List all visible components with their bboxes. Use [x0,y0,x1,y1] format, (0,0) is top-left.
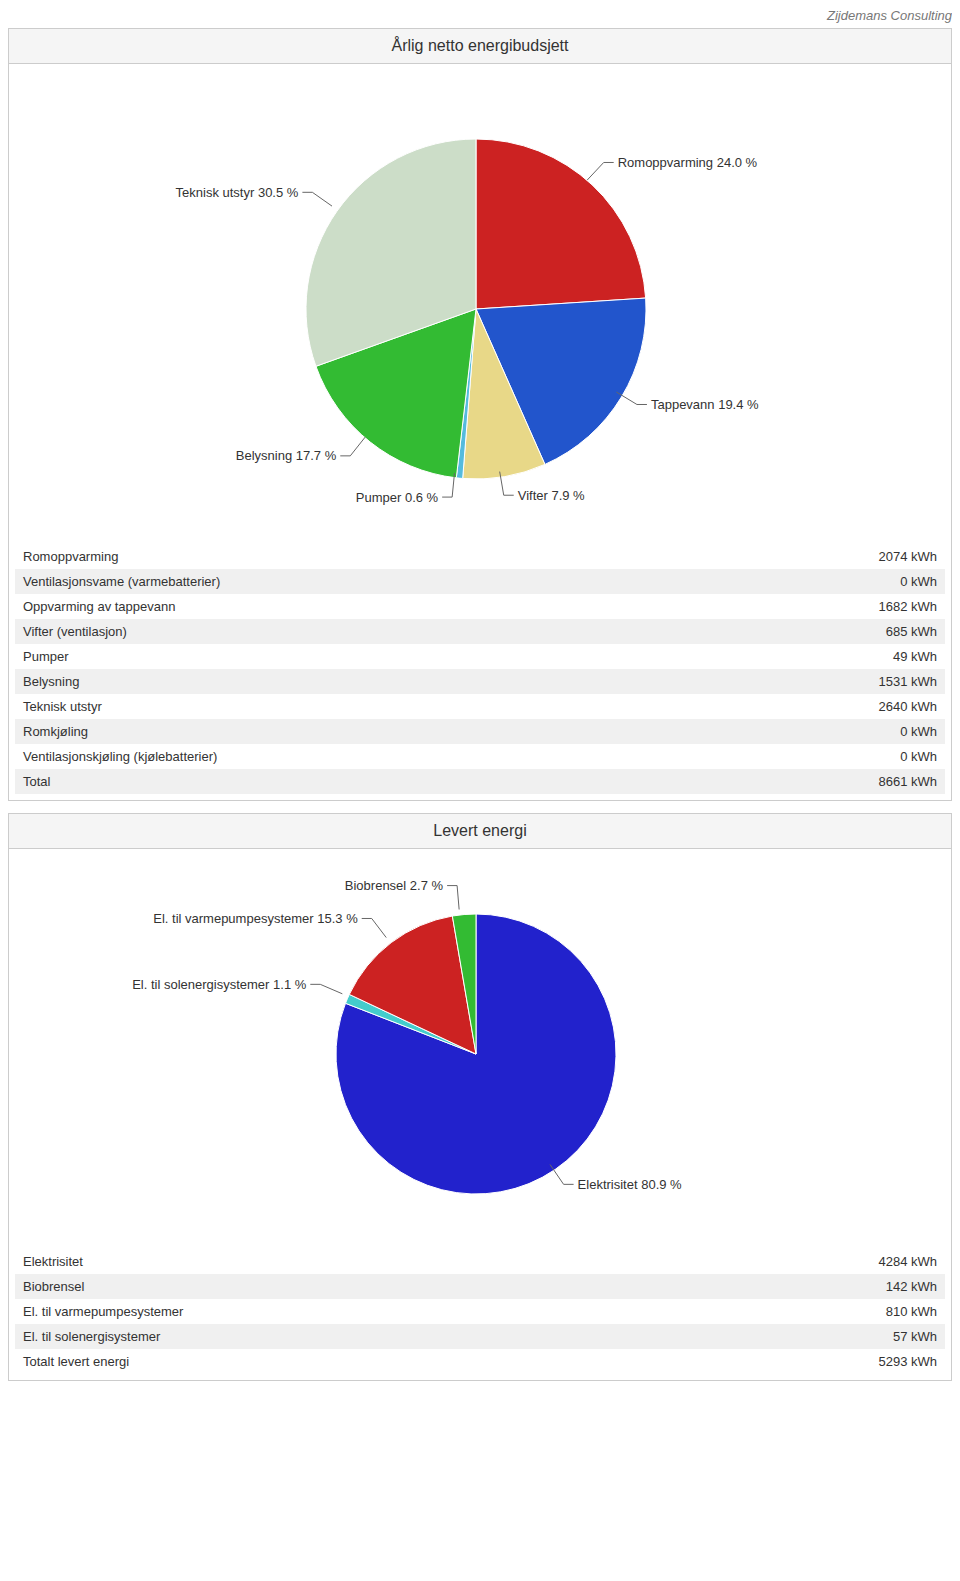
html-text:810 kWh: 810 kWh [885,1304,937,1319]
html-text:Romoppvarming: Romoppvarming [23,549,119,564]
html-text:0 kWh: 0 kWh [900,724,937,739]
html-text:Årlig netto energibudsjett: Årlig netto energibudsjett [391,37,569,54]
svg-text:Belysning 17.7 %: Belysning 17.7 % [236,448,337,463]
html-text:5293 kWh: 5293 kWh [878,1354,937,1369]
html-text:Pumper: Pumper [23,649,69,664]
html-text:El. til varmepumpesystemer: El. til varmepumpesystemer [23,1304,184,1319]
html-text:Teknisk utstyr: Teknisk utstyr [23,699,102,714]
html-text:Ventilasjonsvame (varmebatteri: Ventilasjonsvame (varmebatterier) [23,574,221,589]
svg-text:Biobrensel 2.7 %: Biobrensel 2.7 % [345,878,444,893]
html-text:8661 kWh: 8661 kWh [878,774,937,789]
html-text:Oppvarming av tappevann: Oppvarming av tappevann [23,599,176,614]
html-text:49 kWh: 49 kWh [892,649,937,664]
html-text:2074 kWh: 2074 kWh [878,549,937,564]
html-text:Levert energi: Levert energi [433,822,527,839]
html-text:Ventilasjonskjøling (kjølebatt: Ventilasjonskjøling (kjølebatterier) [23,749,218,764]
svg-text:El. til solenergisystemer 1.1: El. til solenergisystemer 1.1 % [132,977,307,992]
html-text:0 kWh: 0 kWh [900,749,937,764]
svg-text:Vifter 7.9 %: Vifter 7.9 % [518,488,585,503]
html-text:Belysning: Belysning [23,674,80,689]
html-text:4284 kWh: 4284 kWh [878,1254,937,1269]
html-text:1682 kWh: 1682 kWh [878,599,937,614]
html-text:Zijdemans Consulting: Zijdemans Consulting [827,8,952,23]
svg-text:Elektrisitet 80.9 %: Elektrisitet 80.9 % [578,1177,682,1192]
html-text:Total: Total [23,774,51,789]
svg-text:Tappevann 19.4 %: Tappevann 19.4 % [651,397,759,412]
html-text:1531 kWh: 1531 kWh [878,674,937,689]
html-text:Vifter (ventilasjon): Vifter (ventilasjon) [23,624,127,639]
html-text:Totalt levert energi: Totalt levert energi [23,1354,130,1369]
html-text:El. til solenergisystemer: El. til solenergisystemer [23,1329,161,1344]
svg-text:Teknisk utstyr 30.5 %: Teknisk utstyr 30.5 % [176,185,299,200]
html-text:Elektrisitet: Elektrisitet [23,1254,83,1269]
html-text:0 kWh: 0 kWh [900,574,937,589]
html-text:2640 kWh: 2640 kWh [878,699,937,714]
html-text:Romkjøling: Romkjøling [23,724,88,739]
svg-text:El. til varmepumpesystemer 15.: El. til varmepumpesystemer 15.3 % [153,911,358,926]
svg-text:Pumper 0.6 %: Pumper 0.6 % [356,490,439,505]
html-text:142 kWh: 142 kWh [885,1279,937,1294]
html-text:57 kWh: 57 kWh [892,1329,937,1344]
html-text:Biobrensel: Biobrensel [23,1279,85,1294]
svg-text:Romoppvarming 24.0 %: Romoppvarming 24.0 % [618,155,758,170]
html-text:685 kWh: 685 kWh [885,624,937,639]
